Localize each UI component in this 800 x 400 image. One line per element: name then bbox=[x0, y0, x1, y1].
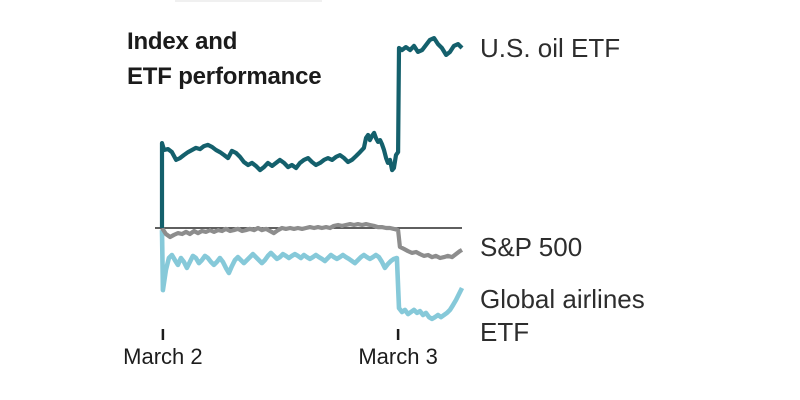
series-label-global-airlines-line1: Global airlines bbox=[480, 284, 645, 314]
x-tick-label-march-2: March 2 bbox=[123, 344, 203, 369]
x-axis-ticks bbox=[161, 329, 400, 340]
global-airlines-etf-line bbox=[159, 230, 465, 322]
series-label-global-airlines-line2: ETF bbox=[480, 317, 530, 347]
series-label-global-airlines-etf: Global airlines ETF bbox=[480, 283, 645, 349]
chart-title: Index and ETF performance bbox=[127, 28, 322, 90]
top-crop-artifact bbox=[175, 0, 322, 2]
us-oil-etf-line bbox=[159, 35, 464, 228]
series-label-sp500: S&P 500 bbox=[480, 232, 583, 262]
series-label-us-oil-etf: U.S. oil ETF bbox=[480, 33, 621, 63]
x-tick-label-march-3: March 3 bbox=[358, 344, 438, 369]
sp500-line bbox=[160, 222, 464, 261]
